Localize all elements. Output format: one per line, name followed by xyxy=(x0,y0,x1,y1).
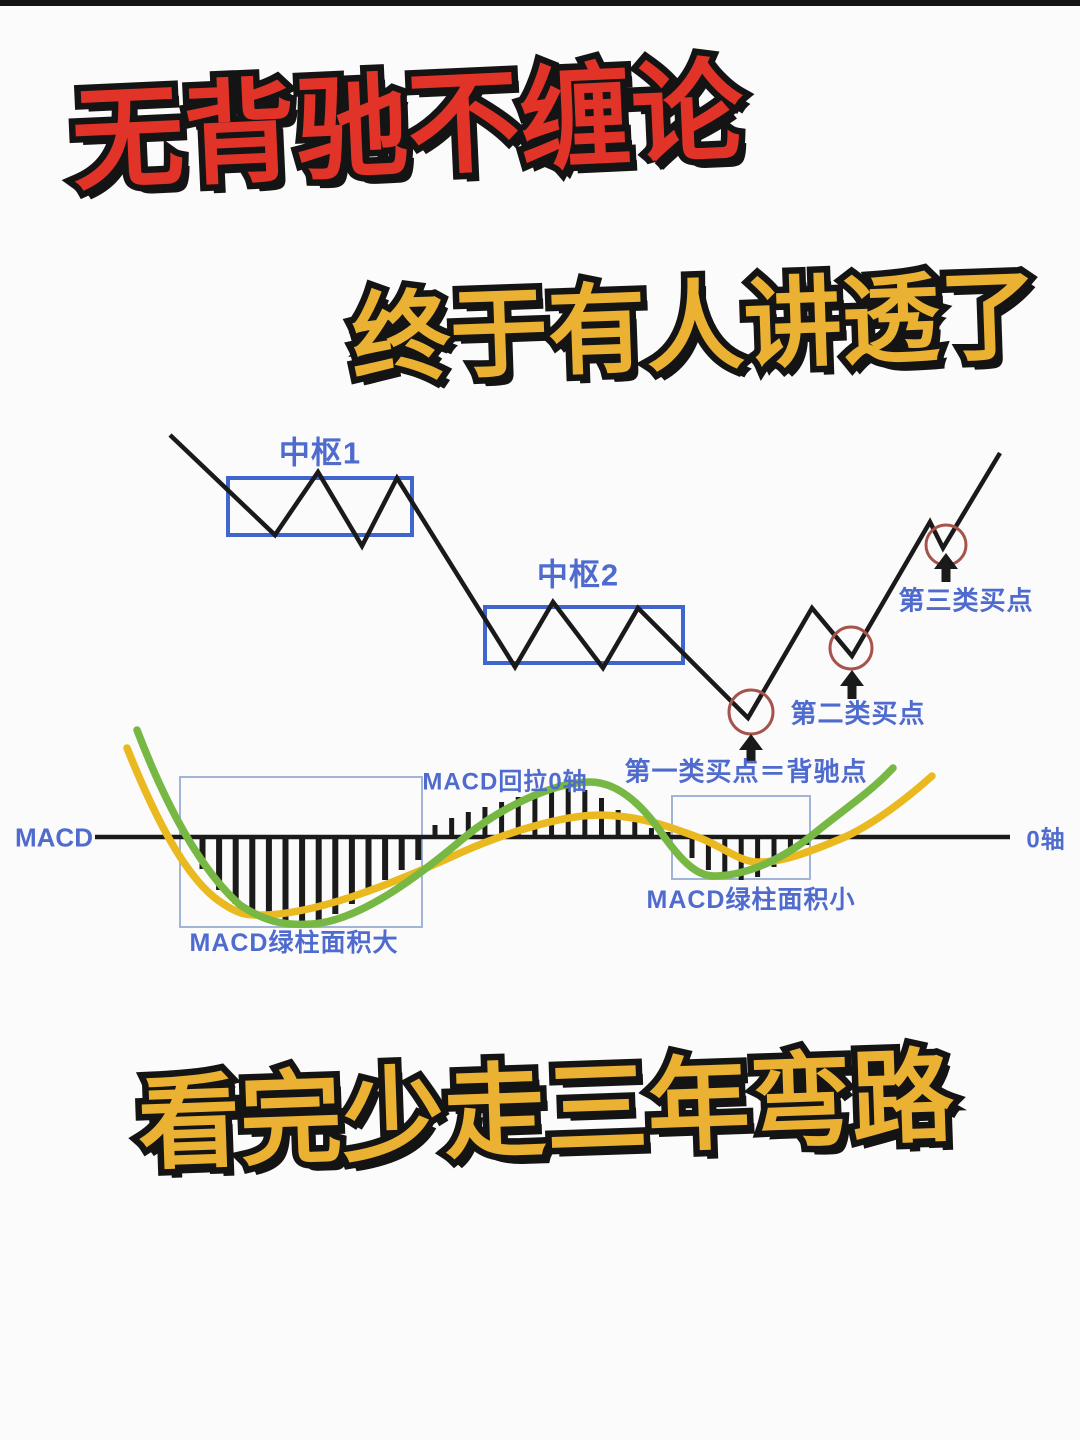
macd-pos-bar-7 xyxy=(532,793,538,835)
buy-point-arrow-1 xyxy=(739,734,763,763)
macd-neg-bar-right-5 xyxy=(755,839,761,877)
macd-small-area-label: MACD绿柱面积小 xyxy=(646,886,856,914)
buy-point-arrow-3 xyxy=(934,553,958,582)
macd-neg-bar-left-7 xyxy=(299,839,306,925)
pivot2-label: 中枢2 xyxy=(536,557,620,593)
macd-pos-bar-14 xyxy=(648,828,654,835)
macd-neg-bar-left-3 xyxy=(232,839,239,904)
macd-neg-bar-right-6 xyxy=(771,839,777,867)
buy-point1-label: 第一类买点＝背驰点 xyxy=(624,756,868,787)
macd-pos-bar-2 xyxy=(449,818,455,835)
macd-neg-bar-left-11 xyxy=(365,839,372,890)
macd-pos-bar-8 xyxy=(549,790,555,835)
pivot-box-2 xyxy=(483,605,685,665)
macd-pos-bar-15 xyxy=(665,832,671,835)
macd-neg-bar-right-2 xyxy=(705,839,711,870)
macd-neg-bar-left-8 xyxy=(315,839,322,922)
macd-neg-bar-right-1 xyxy=(689,839,695,858)
macd-pos-bar-3 xyxy=(465,812,471,835)
macd-neg-bar-left-4 xyxy=(249,839,256,912)
pivot1-label: 中枢1 xyxy=(278,435,362,471)
macd-neg-bar-left-14 xyxy=(415,839,422,860)
macd-pos-bar-9 xyxy=(565,788,571,835)
macd-pos-bar-5 xyxy=(499,802,505,835)
buy-point-circle-2 xyxy=(828,625,874,671)
buy-point3-label: 第三类买点 xyxy=(898,585,1034,616)
macd-yellow-curve xyxy=(123,744,936,919)
macd-neg-bar-left-6 xyxy=(282,839,289,922)
macd-pos-bar-12 xyxy=(615,810,621,835)
macd-neg-bar-left-13 xyxy=(398,839,405,870)
macd-pos-bar-13 xyxy=(632,822,638,835)
macd-pos-bar-6 xyxy=(515,797,521,835)
macd-pos-bar-1 xyxy=(432,825,438,835)
macd-big-area-label: MACD绿柱面积大 xyxy=(189,929,399,957)
macd-green-curve xyxy=(133,726,897,929)
macd-neg-bar-left-1 xyxy=(199,839,206,869)
macd-neg-bar-left-5 xyxy=(265,839,272,917)
macd-axis-label: MACD xyxy=(15,822,93,853)
buy-point-arrow-2 xyxy=(840,670,864,699)
macd-neg-bar-left-2 xyxy=(216,839,223,890)
buy-point2-label: 第二类买点 xyxy=(790,698,926,729)
macd-pullback-label: MACD回拉0轴 xyxy=(422,768,588,796)
macd-neg-bar-left-12 xyxy=(382,839,389,880)
macd-neg-bar-right-3 xyxy=(722,839,728,877)
zero-axis-label: 0轴 xyxy=(1026,826,1066,854)
macd-neg-bar-left-9 xyxy=(332,839,339,914)
top-black-strip xyxy=(0,0,1080,6)
macd-neg-bar-left-10 xyxy=(348,839,355,904)
price-line xyxy=(168,433,1002,722)
